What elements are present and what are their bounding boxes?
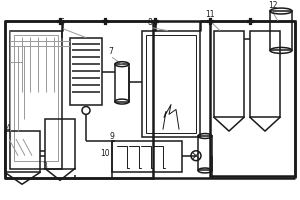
Bar [198,136,212,170]
Bar [214,31,244,117]
Bar [142,31,200,137]
Text: 10: 10 [100,149,110,158]
Text: 12: 12 [268,1,278,10]
Text: 11: 11 [205,10,214,19]
Text: 9: 9 [110,132,115,141]
Bar [5,21,153,178]
Text: 7: 7 [108,47,113,56]
Bar [115,64,129,102]
Text: 8: 8 [147,18,152,27]
Bar [70,38,102,105]
Bar [5,131,40,172]
Bar [250,31,280,117]
Bar [10,31,62,169]
Bar [210,21,295,176]
Bar [270,11,292,50]
Text: 3: 3 [42,162,47,171]
Bar [14,35,58,161]
Bar [45,119,75,169]
Text: 4: 4 [6,124,11,133]
Bar [146,35,196,133]
Bar [112,141,182,172]
Text: 6: 6 [59,18,64,27]
